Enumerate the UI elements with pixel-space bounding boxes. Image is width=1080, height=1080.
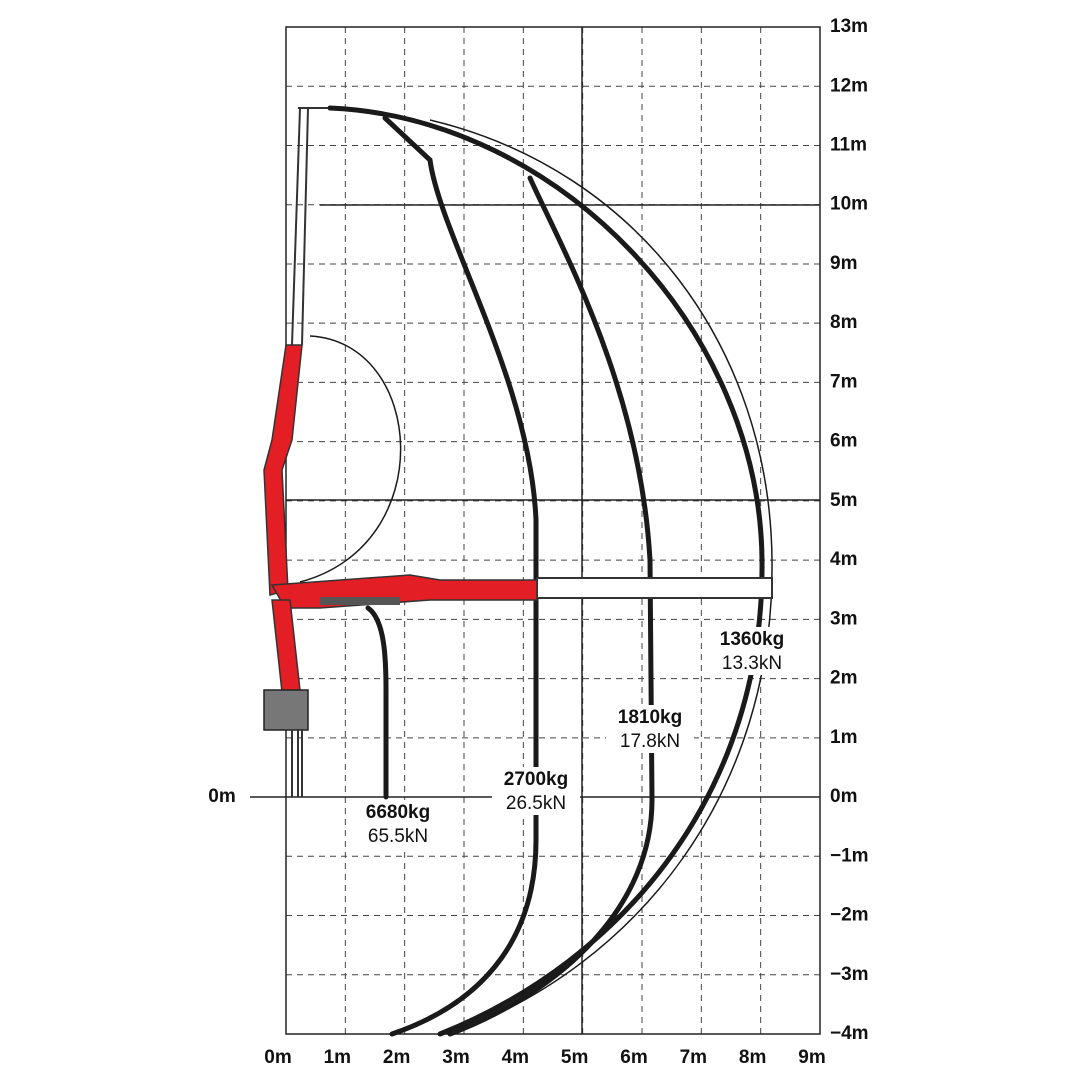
range-curve xyxy=(382,115,539,1037)
load-force: 26.5kN xyxy=(506,793,566,814)
x-axis: 0m 1m 2m 3m 4m 5m 6m 7m 8m 9m xyxy=(264,1047,825,1068)
y-tick-label: 9m xyxy=(830,253,857,274)
load-mass: 6680kg xyxy=(366,802,430,823)
label-bg xyxy=(708,627,796,675)
x-tick-label: 8m xyxy=(739,1047,766,1068)
grid xyxy=(286,27,820,1034)
load-mass: 2700kg xyxy=(504,769,568,790)
load-force: 17.8kN xyxy=(620,731,680,752)
y-tick-label: −4m xyxy=(830,1023,869,1044)
plot-border xyxy=(285,26,821,1035)
load-force: 65.5kN xyxy=(368,826,428,847)
label-bg xyxy=(606,705,694,753)
y-tick-label: 3m xyxy=(830,608,857,629)
y-tick-label: −2m xyxy=(830,905,869,926)
x-tick-label: 6m xyxy=(620,1047,647,1068)
y-tick-label: −1m xyxy=(830,845,869,866)
range-curve xyxy=(365,605,389,800)
load-labels: 6680kg 65.5kN 2700kg 26.5kN 1810kg 17.8kN 1360… xyxy=(354,627,796,848)
range-curve xyxy=(447,175,655,1037)
x-tick-label: 4m xyxy=(502,1047,529,1068)
x-tick-label: 1m xyxy=(324,1047,351,1068)
y-tick-label: 12m xyxy=(830,75,868,96)
y-axis: 13m 12m 11m 10m 9m 8m 7m 6m 5m 4m 3m 2m 1m 0m −1m −2m −3… xyxy=(830,16,869,1044)
y-tick-label: 4m xyxy=(830,549,857,570)
range-curve-outer xyxy=(429,119,773,1035)
x-tick-label: 0m xyxy=(264,1047,291,1068)
y-tick-label: 8m xyxy=(830,312,857,333)
x-tick-label: 9m xyxy=(798,1047,825,1068)
x-tick-label: 7m xyxy=(680,1047,707,1068)
load-mass: 1810kg xyxy=(618,707,682,728)
range-curve xyxy=(327,105,765,1037)
y-tick-label: 10m xyxy=(830,194,868,215)
y-tick-label: 11m xyxy=(830,134,867,155)
crane xyxy=(263,107,773,797)
y-tick-label: 5m xyxy=(830,490,857,511)
label-bg xyxy=(354,800,442,848)
y-tick-label: 1m xyxy=(830,727,857,748)
y-tick-label: 2m xyxy=(830,668,857,689)
y-tick-label: 13m xyxy=(830,16,868,37)
origin-label: 0m xyxy=(208,786,235,807)
y-tick-label: −3m xyxy=(830,964,869,985)
x-tick-label: 3m xyxy=(442,1047,469,1068)
load-mass: 1360kg xyxy=(720,629,784,650)
load-force: 13.3kN xyxy=(722,653,782,674)
y-tick-label: 7m xyxy=(830,371,857,392)
y-tick-label: 0m xyxy=(830,786,857,807)
label-bg xyxy=(492,767,580,815)
y-tick-label: 6m xyxy=(830,431,857,452)
slew-arc xyxy=(299,335,402,583)
x-tick-label: 2m xyxy=(383,1047,410,1068)
x-tick-label: 5m xyxy=(561,1047,588,1068)
